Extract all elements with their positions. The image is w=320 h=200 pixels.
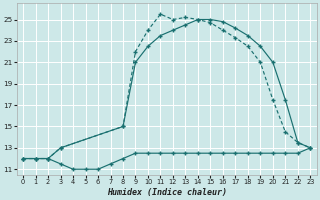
X-axis label: Humidex (Indice chaleur): Humidex (Indice chaleur) — [107, 188, 227, 197]
